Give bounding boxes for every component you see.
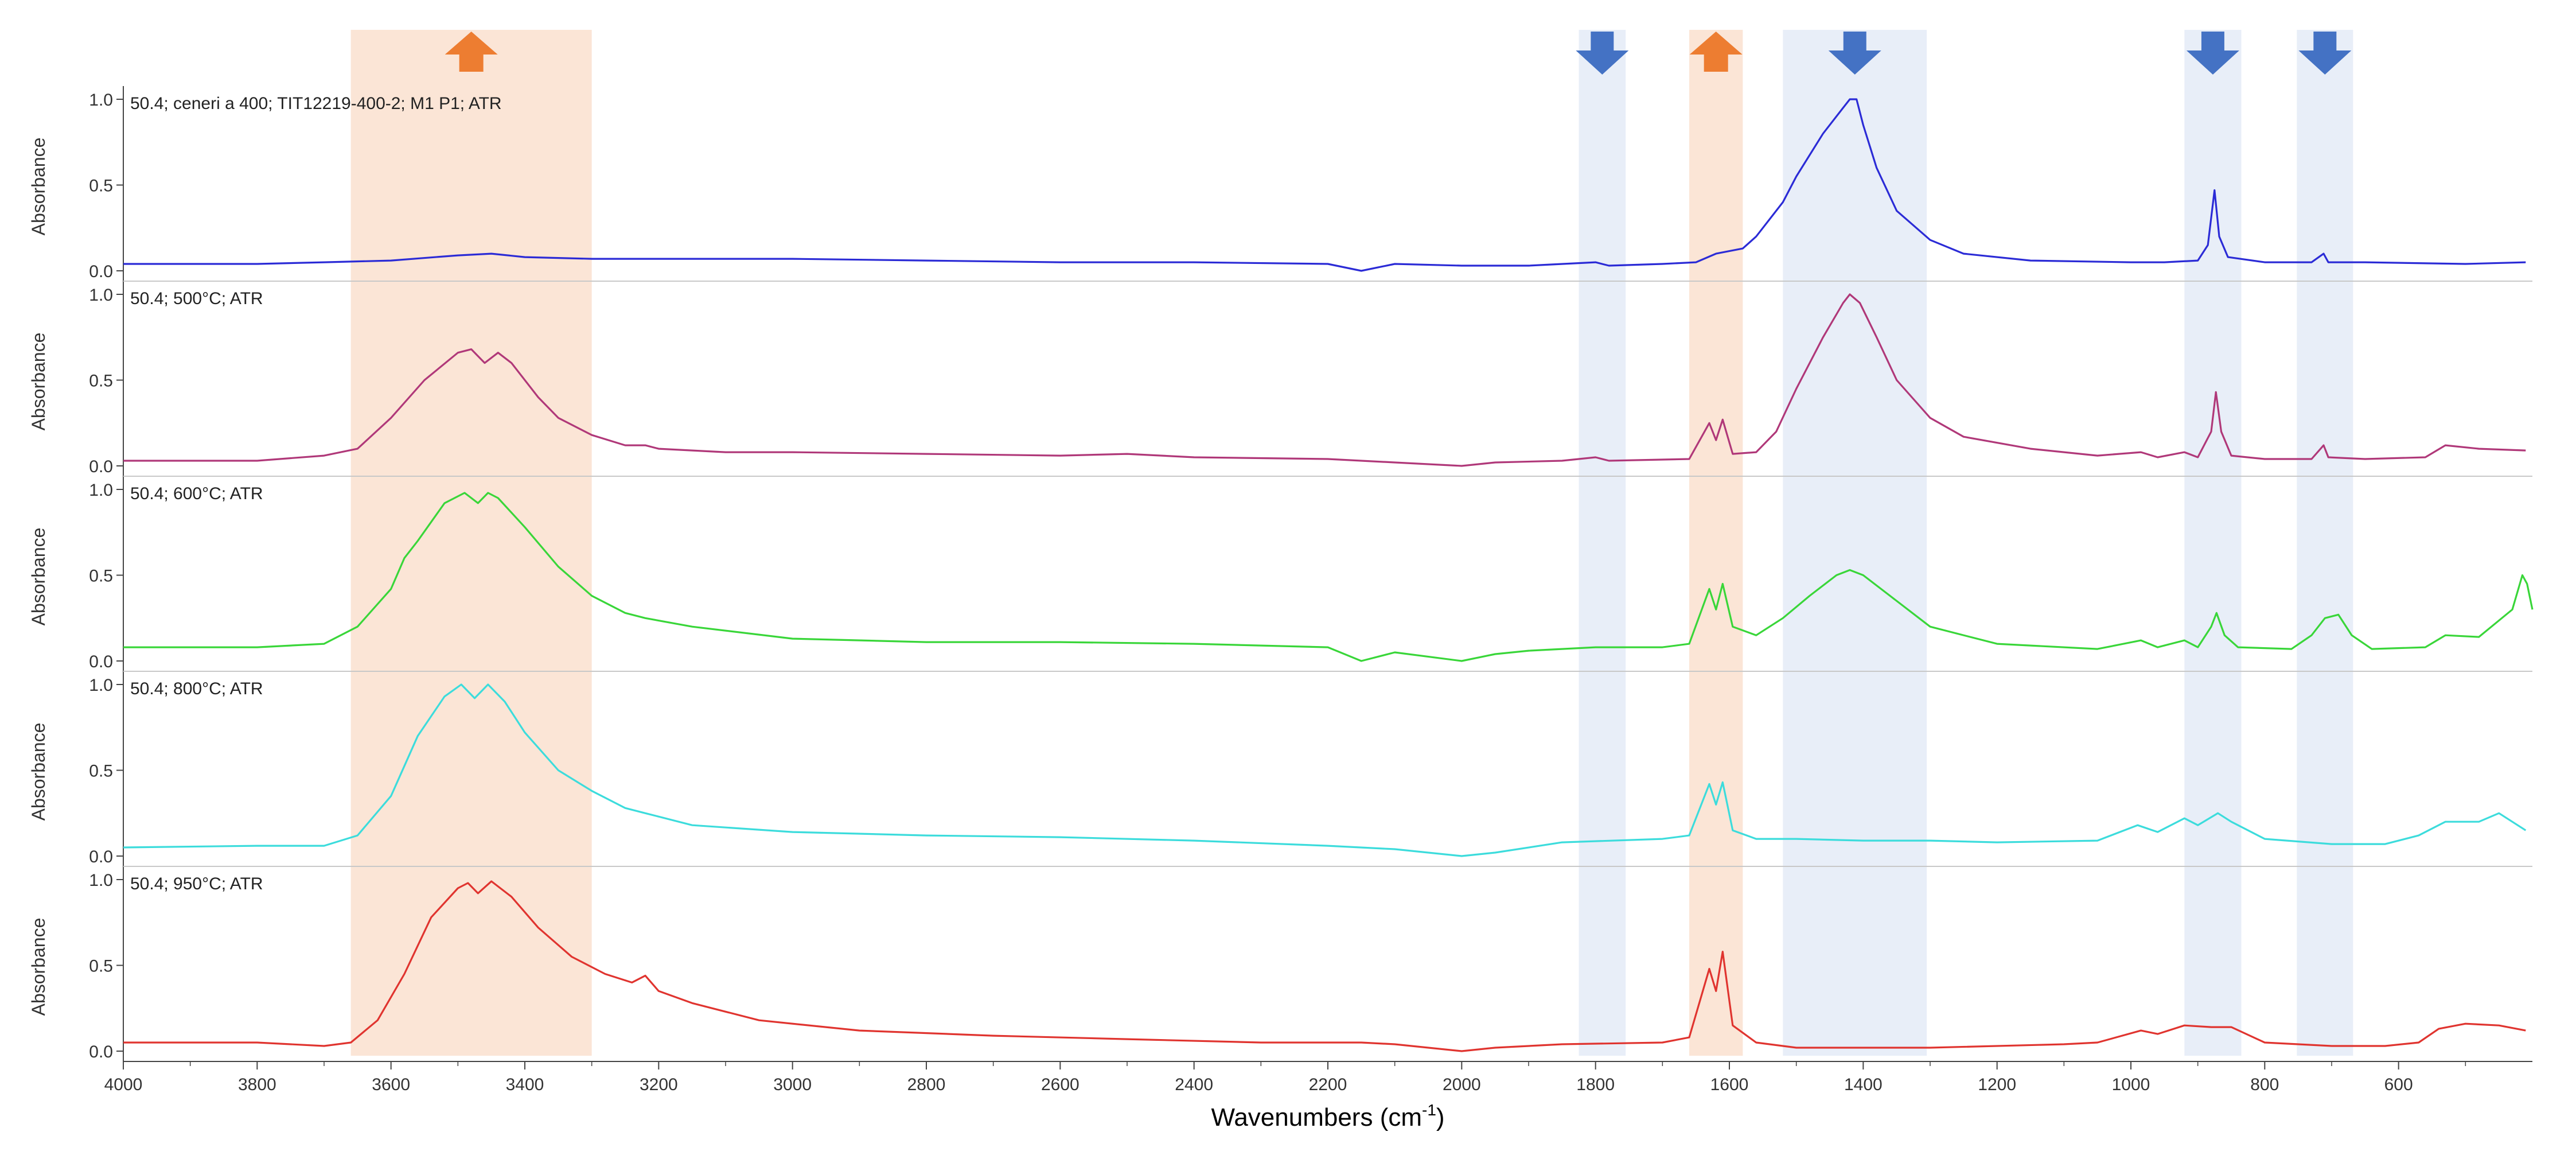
series-line [123,880,2526,1052]
x-tick-label: 2000 [1443,1075,1481,1094]
series-title: 50.4; 800°C; ATR [130,679,263,698]
series-title: 50.4; 950°C; ATR [130,874,263,893]
x-tick-label: 3000 [773,1075,812,1094]
series-line [123,492,2534,662]
y-tick-label: 0.0 [89,847,113,866]
arrow-up-icon-2 [1689,32,1743,72]
x-tick-label: 1400 [1844,1075,1883,1094]
x-tick-label: 1600 [1710,1075,1749,1094]
y-tick-label: 1.0 [89,286,113,305]
x-axis-label-main: Wavenumbers (cm [1211,1103,1422,1131]
y-tick-label: 0.5 [89,957,113,976]
arrow-down-icon-3 [1828,32,1881,75]
series-line [123,98,2526,272]
arrow-down-icon-4 [2186,32,2239,75]
x-axis-label-sup: -1 [1422,1101,1436,1119]
y-tick-label: 0.5 [89,762,113,781]
highlight-band-0 [350,30,592,1056]
x-tick-label: 3600 [372,1075,410,1094]
band-arrows [445,32,2352,75]
arrow-down-icon-5 [2298,32,2352,75]
y-tick-label: 0.0 [89,652,113,671]
y-tick-label: 1.0 [89,871,113,890]
spectrum-panels: 0.0 0.5 1.0 Absorbance 50.4; ceneri a 400; T… [28,86,2534,1061]
x-axis-label: Wavenumbers (cm-1) [1211,1101,1444,1131]
x-tick-label: 2600 [1041,1075,1079,1094]
highlight-band-4 [2184,30,2242,1056]
x-tick-label: 800 [2250,1075,2279,1094]
y-tick-label: 0.5 [89,372,113,391]
x-tick-label: 3800 [238,1075,276,1094]
series-title: 50.4; ceneri a 400; TIT12219-400-2; M1 P… [130,94,502,113]
y-tick-label: 0.5 [89,567,113,586]
y-axis-label: Absorbance [28,138,49,236]
series-line [123,293,2526,467]
highlight-band-2 [1689,30,1743,1056]
x-tick-label: 3200 [640,1075,678,1094]
y-tick-label: 1.0 [89,481,113,500]
series-title: 50.4; 600°C; ATR [130,484,263,503]
y-tick-label: 1.0 [89,676,113,695]
y-tick-label: 1.0 [89,91,113,110]
x-tick-label: 3400 [506,1075,544,1094]
x-tick-label: 4000 [104,1075,143,1094]
x-axis: 4000 3800 3600 3400 3200 3000 2800 2600 2400 2200… [104,1061,2532,1094]
arrow-up-icon-0 [445,32,498,72]
y-tick-label: 0.0 [89,457,113,476]
highlight-band-5 [2297,30,2353,1056]
highlight-band-1 [1579,30,1626,1056]
y-axis-label: Absorbance [28,723,49,821]
x-tick-label: 2200 [1309,1075,1347,1094]
spectrum-panel-0: 0.0 0.5 1.0 Absorbance 50.4; ceneri a 400; T… [28,86,2526,281]
spectrum-panel-4: 0.0 0.5 1.0 Absorbance 50.4; 950°C; ATR [28,866,2532,1061]
arrow-down-icon-1 [1576,32,1629,75]
x-axis-label-close: ) [1436,1103,1445,1131]
y-tick-label: 0.0 [89,1043,113,1061]
series-line [123,683,2527,857]
highlight-band-3 [1783,30,1927,1056]
spectrum-panel-3: 0.0 0.5 1.0 Absorbance 50.4; 800°C; ATR [28,671,2532,866]
x-tick-label: 1000 [2112,1075,2150,1094]
x-tick-label: 1800 [1576,1075,1615,1094]
x-tick-label: 600 [2384,1075,2413,1094]
y-tick-label: 0.5 [89,177,113,196]
y-axis-label: Absorbance [28,918,49,1016]
y-axis-label: Absorbance [28,528,49,626]
x-tick-label: 2800 [907,1075,946,1094]
highlight-bands [350,30,2353,1056]
x-tick-label: 1200 [1978,1075,2016,1094]
spectrum-panel-2: 0.0 0.5 1.0 Absorbance 50.4; 600°C; ATR [28,476,2534,671]
y-axis-label: Absorbance [28,333,49,431]
y-tick-label: 0.0 [89,262,113,281]
x-tick-label: 2400 [1175,1075,1213,1094]
spectrum-panel-1: 0.0 0.5 1.0 Absorbance 50.4; 500°C; ATR [28,281,2532,476]
series-title: 50.4; 500°C; ATR [130,289,263,308]
